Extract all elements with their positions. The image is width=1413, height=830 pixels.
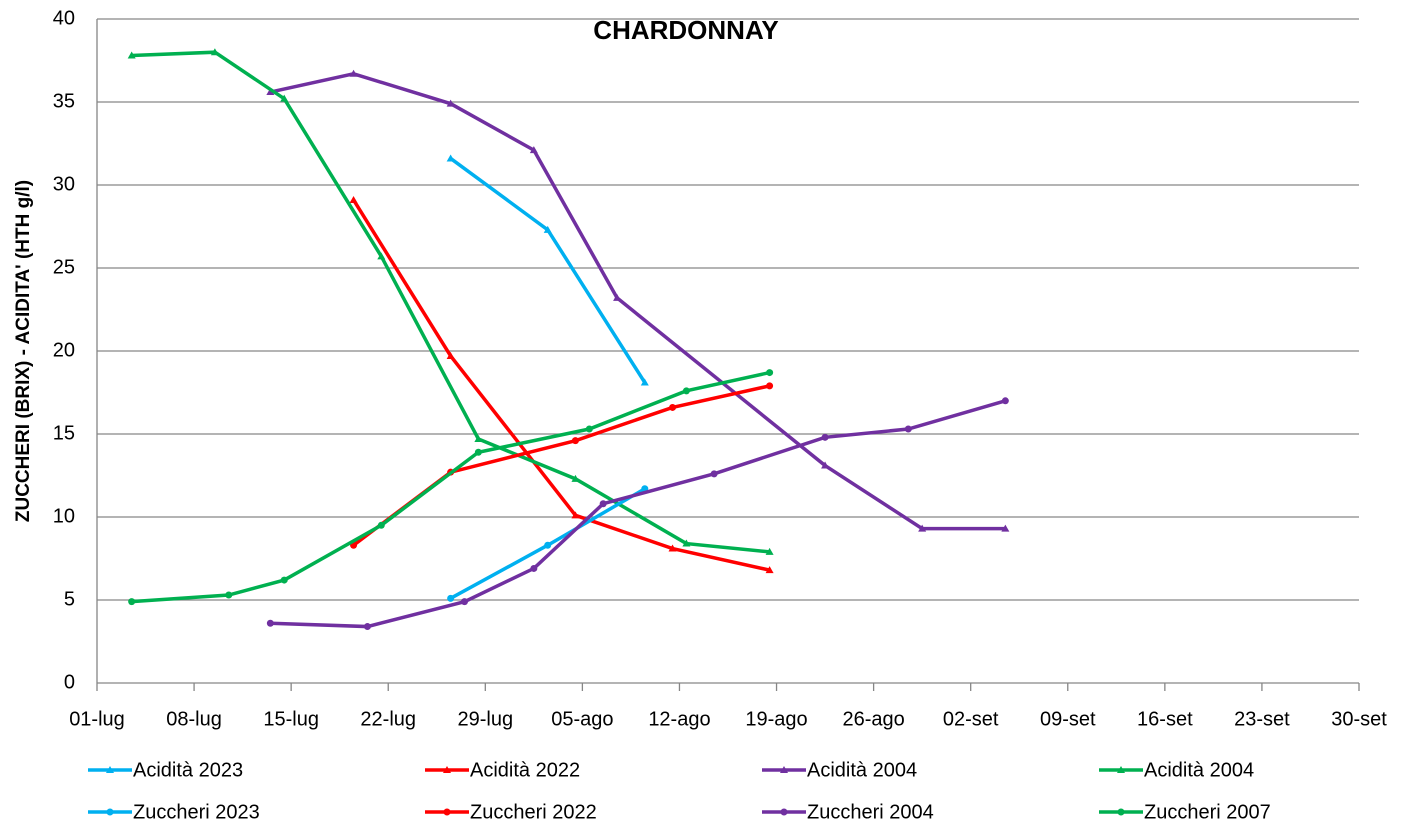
marker: [349, 195, 358, 203]
marker: [529, 146, 538, 154]
marker: [1001, 524, 1010, 532]
marker: [821, 433, 829, 441]
x-tick-label: 02-set: [943, 708, 999, 730]
marker: [1117, 808, 1125, 816]
y-axis-label: ZUCCHERI (BRIX) - ACIDITA' (HTH g/l): [13, 180, 34, 522]
marker: [766, 382, 774, 390]
marker: [127, 51, 136, 59]
legend-label: Zuccheri 2022: [470, 801, 597, 823]
y-tick-label: 0: [64, 671, 75, 693]
marker: [474, 448, 482, 456]
marker: [571, 474, 580, 482]
marker: [765, 566, 774, 574]
x-tick-label: 29-lug: [458, 708, 514, 730]
marker: [765, 547, 774, 555]
legend-label: Acidità 2004: [807, 759, 917, 781]
marker: [280, 576, 288, 584]
marker: [904, 425, 912, 433]
x-tick-label: 05-ago: [551, 708, 613, 730]
marker: [821, 461, 830, 469]
marker: [377, 252, 386, 260]
marker: [377, 521, 385, 529]
y-tick-label: 10: [53, 505, 75, 527]
marker: [446, 154, 455, 162]
legend-label: Zuccheri 2023: [133, 801, 260, 823]
y-tick-label: 5: [64, 588, 75, 610]
series-line: [131, 370, 770, 604]
marker: [640, 378, 649, 386]
legend-label: Acidità 2023: [133, 759, 243, 781]
chart-title: CHARDONNAY: [593, 15, 778, 45]
marker: [544, 541, 552, 549]
y-tick-label: 15: [53, 422, 75, 444]
marker: [766, 369, 774, 377]
marker: [585, 425, 593, 433]
marker: [1001, 397, 1009, 405]
x-tick-label: 09-set: [1040, 708, 1096, 730]
marker: [447, 594, 455, 602]
marker: [225, 591, 233, 599]
marker: [443, 808, 451, 816]
x-tick-label: 19-ago: [745, 708, 807, 730]
y-tick-label: 25: [53, 256, 75, 278]
marker: [668, 544, 677, 552]
x-tick-label: 23-set: [1234, 708, 1290, 730]
marker: [599, 500, 607, 508]
marker: [682, 387, 690, 395]
marker: [780, 808, 788, 816]
marker: [710, 470, 718, 478]
series-line: [449, 157, 647, 384]
y-tick-label: 40: [53, 7, 75, 29]
marker: [280, 94, 289, 102]
series-line: [131, 50, 770, 554]
y-tick-label: 20: [53, 339, 75, 361]
marker: [682, 539, 691, 547]
marker: [669, 403, 677, 411]
marker: [446, 351, 455, 359]
marker: [571, 511, 580, 519]
marker: [543, 225, 552, 233]
marker: [446, 99, 455, 107]
marker: [266, 619, 274, 627]
y-tick-label: 35: [53, 90, 75, 112]
marker: [613, 293, 622, 301]
marker: [443, 766, 451, 773]
x-tick-label: 26-ago: [842, 708, 904, 730]
marker: [474, 434, 483, 442]
x-tick-label: 15-lug: [263, 708, 319, 730]
marker: [571, 437, 579, 445]
x-tick-label: 30-set: [1331, 708, 1387, 730]
series-line: [269, 71, 1006, 531]
marker: [461, 598, 469, 606]
marker: [349, 69, 358, 77]
x-tick-label: 12-ago: [648, 708, 710, 730]
marker: [106, 766, 114, 773]
marker: [1117, 766, 1125, 773]
x-tick-label: 01-lug: [69, 708, 125, 730]
legend-label: Zuccheri 2004: [807, 801, 934, 823]
marker: [530, 564, 538, 572]
legend-label: Acidità 2004: [1144, 759, 1254, 781]
legend-label: Acidità 2022: [470, 759, 580, 781]
marker: [210, 48, 219, 56]
marker: [363, 623, 371, 631]
marker: [266, 88, 275, 96]
marker: [780, 766, 788, 773]
x-tick-label: 08-lug: [166, 708, 222, 730]
y-tick-label: 30: [53, 173, 75, 195]
marker: [106, 808, 114, 816]
legend-label: Zuccheri 2007: [1144, 801, 1271, 823]
series-line: [352, 384, 770, 547]
x-tick-label: 16-set: [1137, 708, 1193, 730]
marker: [128, 598, 136, 606]
marker: [918, 524, 927, 532]
x-tick-label: 22-lug: [360, 708, 416, 730]
